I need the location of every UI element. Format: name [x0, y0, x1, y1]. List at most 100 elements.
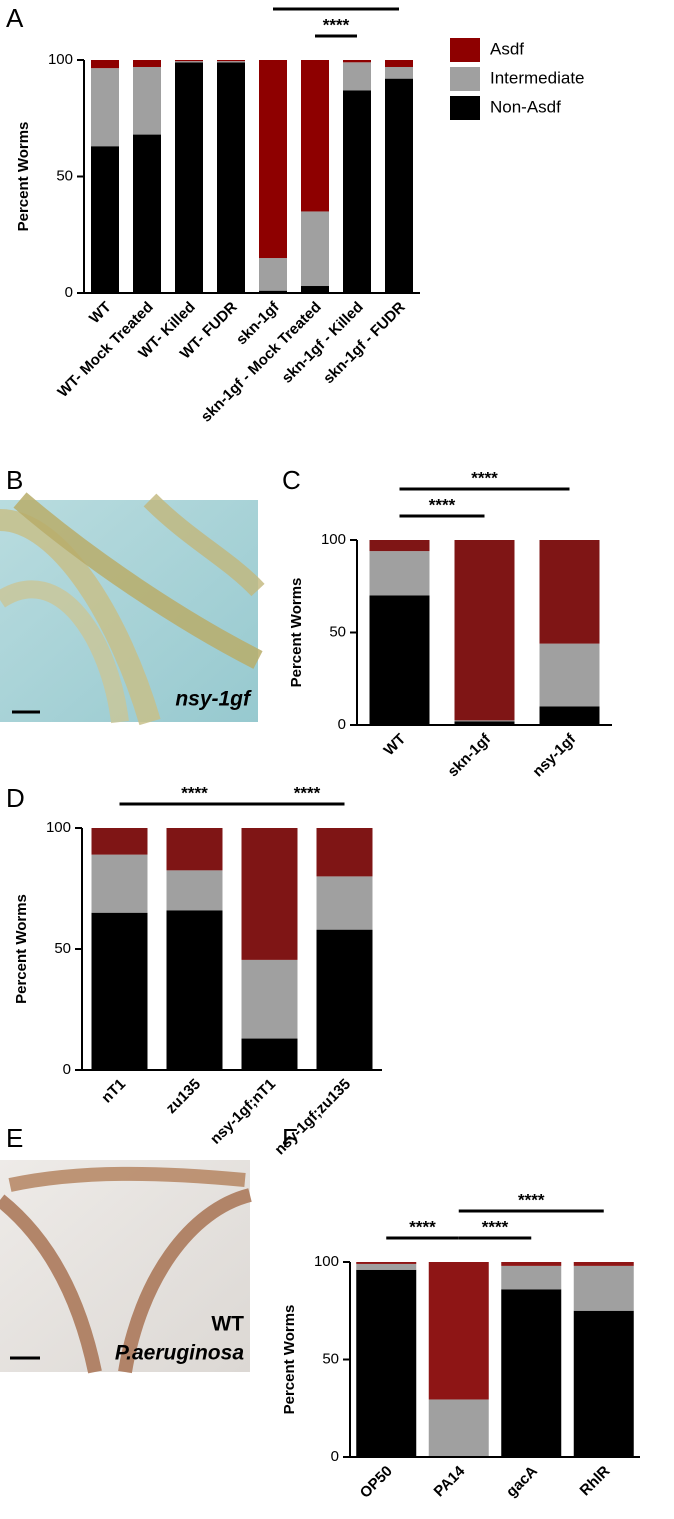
x-tick-label: RhlR — [577, 1462, 614, 1499]
legend-label: Intermediate — [490, 68, 585, 87]
micrograph — [0, 1160, 250, 1372]
significance-label: **** — [482, 1217, 509, 1236]
bar-segment — [91, 60, 119, 69]
bar-segment — [301, 60, 329, 212]
image-b — [0, 492, 265, 726]
bar-segment — [316, 876, 373, 930]
bar-segment — [175, 62, 203, 293]
bar-segment — [91, 854, 148, 913]
panel-label: A — [6, 3, 24, 33]
y-tick-label: 0 — [331, 1448, 339, 1465]
bar-segment — [356, 1269, 417, 1457]
bar-segment — [385, 78, 413, 293]
y-tick-label: 0 — [63, 1061, 71, 1078]
y-tick-label: 100 — [46, 819, 71, 836]
x-tick-label: nsy-1gf;zu135 — [271, 1076, 354, 1159]
x-tick-label: WT — [86, 299, 115, 328]
x-tick-label: skn-1gf — [444, 730, 494, 780]
bar-segment — [175, 60, 203, 62]
y-tick-label: 50 — [54, 940, 71, 957]
significance-label: **** — [323, 15, 350, 34]
bar-segment — [91, 828, 148, 855]
significance-label: **** — [323, 0, 350, 7]
worm — [118, 1188, 252, 1374]
y-tick-label: 0 — [338, 716, 346, 733]
bar-segment — [539, 540, 600, 644]
bar-segment — [454, 540, 515, 721]
worm — [13, 492, 263, 669]
legend-label: Asdf — [490, 39, 524, 58]
bar-segment — [166, 828, 223, 871]
significance-label: **** — [471, 468, 498, 487]
legend-swatch — [450, 38, 480, 62]
x-tick-label: nsy-1gf;nT1 — [207, 1076, 279, 1148]
y-tick-label: 0 — [65, 284, 73, 301]
bar-segment — [166, 870, 223, 911]
bar-segment — [217, 61, 245, 63]
worm — [143, 493, 265, 597]
bar-segment — [501, 1262, 562, 1266]
bar-segment — [316, 929, 373, 1070]
chart: 0 50 100 Percent Worms nT1 zu135 nsy-1gf;nT1ns… — [13, 783, 382, 1158]
x-tick-label: gacA — [503, 1463, 541, 1501]
x-tick-label: OP50 — [357, 1463, 396, 1502]
image-e — [0, 1160, 252, 1374]
bar-segment — [175, 61, 203, 63]
bar-segment — [343, 60, 371, 63]
bar-segment — [573, 1310, 634, 1457]
x-tick-label: nsy-1gf — [529, 730, 579, 780]
bar-segment — [133, 66, 161, 135]
legend-label: Non-Asdf — [490, 97, 561, 116]
bar-segment — [217, 62, 245, 293]
y-axis-label: Percent Worms — [13, 894, 30, 1004]
significance-label: **** — [294, 783, 321, 802]
y-axis-label: Percent Worms — [15, 122, 32, 232]
x-tick-label: nT1 — [98, 1076, 129, 1107]
bar-segment — [241, 959, 298, 1039]
y-axis-label: Percent Worms — [281, 1305, 298, 1415]
bar-segment — [454, 721, 515, 725]
bar-segment — [166, 910, 223, 1070]
image-caption: nsy-1gf — [175, 688, 252, 711]
bar-segment — [91, 146, 119, 293]
bar-segment — [91, 68, 119, 147]
bar-segment — [316, 828, 373, 877]
bar-segment — [133, 60, 161, 67]
significance-label: **** — [518, 1190, 545, 1209]
bar-segment — [428, 1262, 489, 1400]
x-tick-label: WT — [381, 731, 410, 760]
y-tick-label: 50 — [322, 1350, 339, 1367]
worm — [8, 1166, 246, 1192]
significance-label: **** — [181, 783, 208, 802]
bar-segment — [343, 62, 371, 91]
y-tick-label: 100 — [48, 51, 73, 68]
panel-label: B — [6, 465, 23, 495]
legend-swatch — [450, 67, 480, 91]
y-tick-label: 50 — [56, 167, 73, 184]
bar-segment — [259, 258, 287, 291]
bar-segment — [369, 551, 430, 596]
x-tick-label: zu135 — [163, 1076, 205, 1118]
image-caption: P.aeruginosa — [115, 1342, 244, 1365]
chart: 0 50 100 Percent Worms OP50 PA14 gacA RhlR **** *… — [281, 1190, 640, 1502]
bar-segment — [501, 1265, 562, 1290]
panel-label: C — [282, 465, 301, 495]
y-axis-label: Percent Worms — [288, 578, 305, 688]
bar-segment — [133, 134, 161, 293]
y-tick-label: 100 — [314, 1253, 339, 1270]
worm — [0, 580, 129, 724]
bar-segment — [343, 90, 371, 293]
x-tick-label: PA14 — [431, 1462, 469, 1500]
bar-segment — [301, 286, 329, 293]
bar-segment — [428, 1399, 489, 1457]
image-caption: WT — [211, 1313, 244, 1336]
bar-segment — [241, 828, 298, 960]
bar-segment — [241, 1038, 298, 1070]
bar-segment — [385, 66, 413, 79]
panel-label: F — [282, 1123, 298, 1153]
worm — [0, 509, 161, 726]
bar-segment — [454, 720, 515, 722]
significance-label: **** — [429, 495, 456, 514]
